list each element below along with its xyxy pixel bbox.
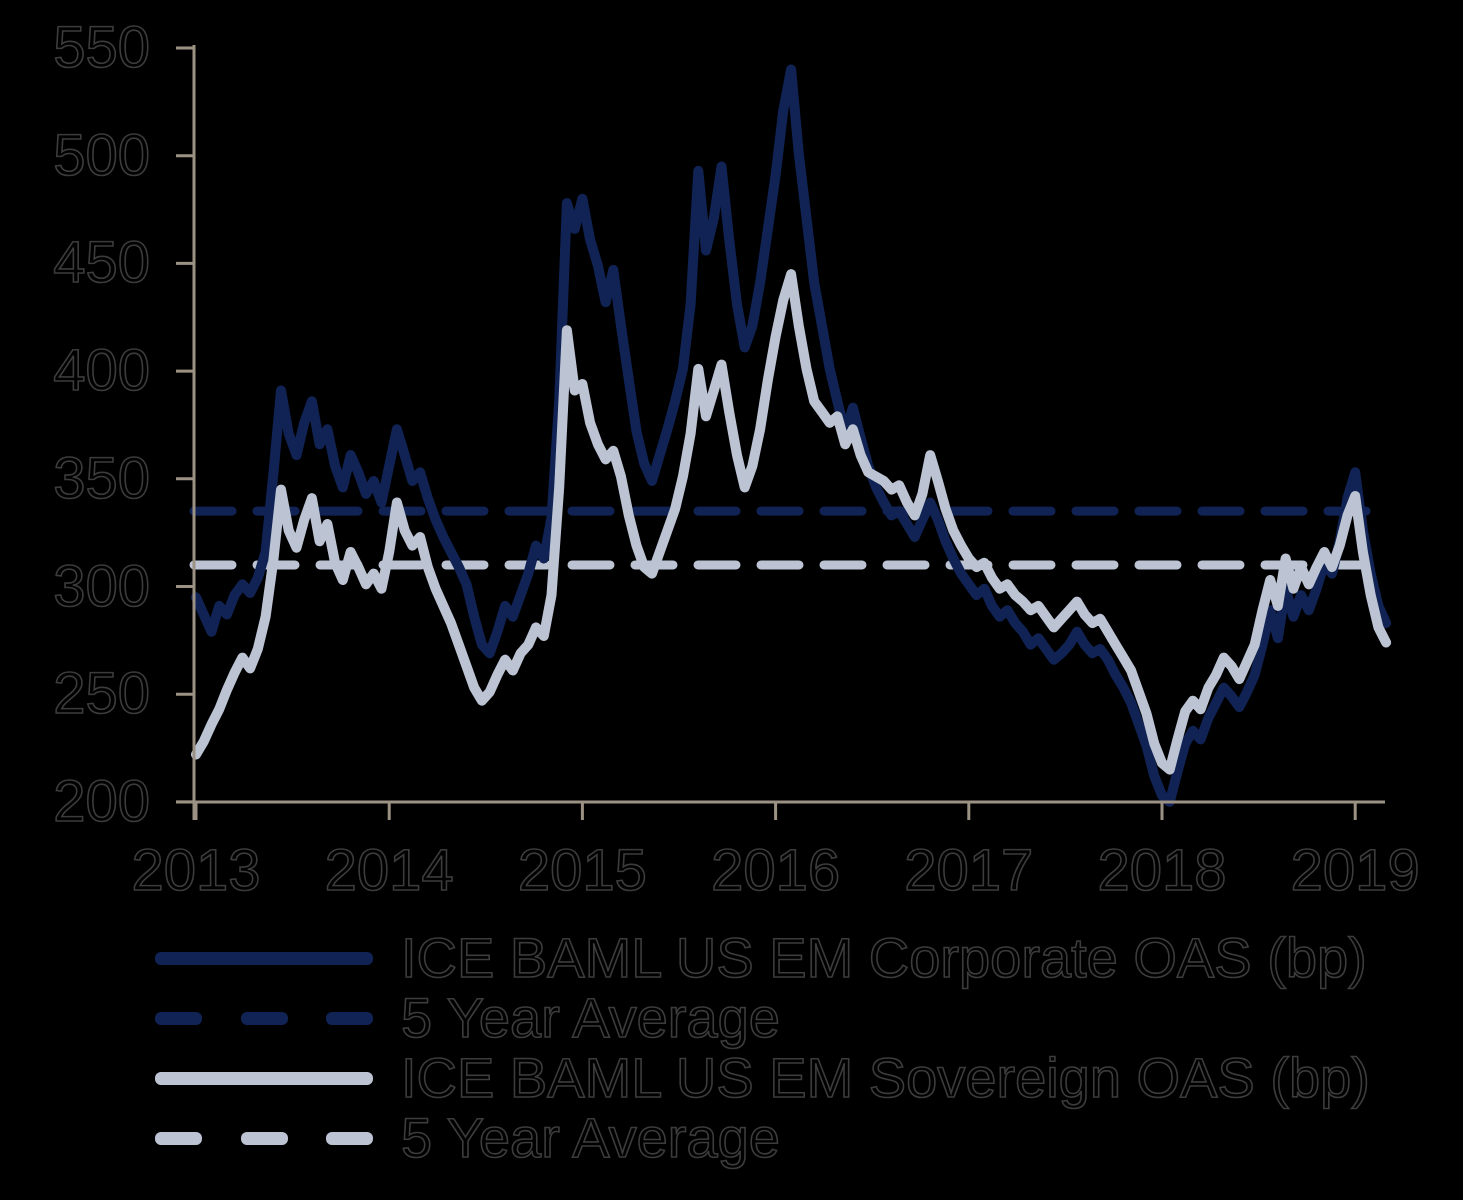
x-tick-label-2015: 2015 bbox=[517, 838, 648, 903]
series-line-navy bbox=[191, 64, 1392, 807]
legend-dashed-line-swatch bbox=[155, 1011, 373, 1025]
x-tick-label-2016: 2016 bbox=[710, 838, 841, 903]
legend-label: 5 Year Average bbox=[400, 986, 780, 1049]
y-tick-label-450: 450 bbox=[52, 230, 150, 296]
y-tick-label-500: 500 bbox=[52, 122, 150, 188]
y-tick-label-250: 250 bbox=[52, 661, 150, 727]
legend-solid-segment bbox=[155, 951, 373, 965]
x-tick-label-2017: 2017 bbox=[903, 838, 1034, 903]
legend-item: ICE BAML US EM Corporate OAS (bp) bbox=[155, 926, 1368, 989]
x-tick-label-2018: 2018 bbox=[1097, 838, 1228, 903]
legend-dash-segment bbox=[155, 1011, 202, 1025]
y-tick-label-550: 550 bbox=[52, 15, 150, 80]
legend-item: 5 Year Average bbox=[155, 986, 781, 1049]
legend-dash-segment bbox=[240, 1131, 288, 1145]
legend-label: ICE BAML US EM Corporate OAS (bp) bbox=[400, 926, 1367, 989]
series-line-light_blue bbox=[191, 269, 1392, 775]
y-tick-label-200: 200 bbox=[52, 768, 150, 834]
x-tick-label-2019: 2019 bbox=[1290, 838, 1421, 903]
legend-label: ICE BAML US EM Sovereign OAS (bp) bbox=[400, 1046, 1371, 1109]
legend-item: 5 Year Average bbox=[155, 1106, 781, 1169]
legend-line-swatch bbox=[155, 1071, 373, 1085]
legend-label: 5 Year Average bbox=[400, 1106, 780, 1169]
legend-dashed-line-swatch bbox=[155, 1131, 373, 1145]
legend-dash-segment bbox=[155, 1131, 202, 1145]
legend-dash-segment bbox=[326, 1011, 373, 1025]
legend-dash-segment bbox=[240, 1011, 288, 1025]
y-tick-label-400: 400 bbox=[52, 338, 150, 404]
y-tick-label-300: 300 bbox=[52, 553, 150, 619]
y-tick-label-350: 350 bbox=[52, 445, 150, 511]
legend-line-swatch bbox=[155, 951, 373, 965]
x-tick-label-2014: 2014 bbox=[324, 838, 455, 903]
legend-item: ICE BAML US EM Sovereign OAS (bp) bbox=[155, 1046, 1371, 1109]
x-tick-label-2013: 2013 bbox=[131, 838, 262, 903]
legend-dash-segment bbox=[326, 1131, 373, 1145]
legend-solid-segment bbox=[155, 1071, 373, 1085]
